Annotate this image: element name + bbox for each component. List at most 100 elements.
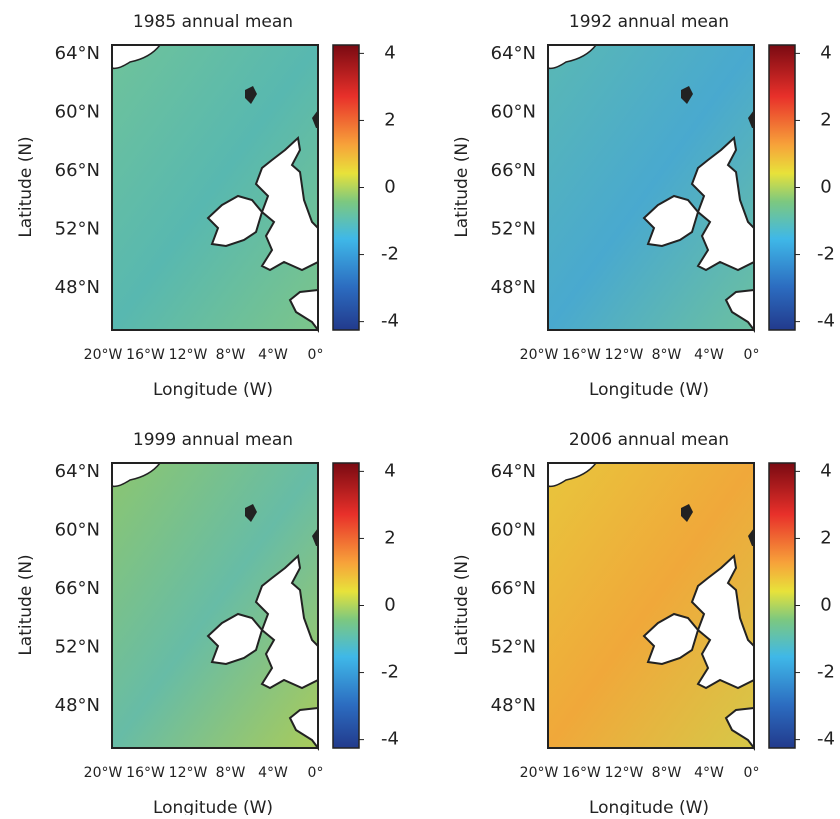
colorbar-tick-label: 4: [384, 460, 395, 481]
land: [111, 44, 162, 70]
lat-label: 64°N: [491, 43, 536, 64]
great-britain: [690, 136, 755, 272]
lat-label: 48°N: [491, 277, 536, 298]
lat-label: 64°N: [55, 461, 100, 482]
map-frame: [547, 462, 755, 749]
map-frame: [111, 44, 319, 331]
land: [547, 462, 598, 488]
land: [245, 504, 257, 522]
colorbar-tick-label: 4: [820, 42, 831, 63]
colorbar-tick-label: -2: [381, 244, 399, 265]
panel-title: 1992 annual mean: [569, 12, 729, 32]
colorbar-tick-label: -2: [817, 244, 835, 265]
land: [245, 86, 257, 104]
panel-title: 1985 annual mean: [133, 12, 293, 32]
lon-label: 16°W: [126, 765, 165, 781]
lat-label: 60°N: [491, 102, 536, 123]
colorbar: [768, 44, 796, 331]
lat-label: 60°N: [55, 102, 100, 123]
colorbar-tick-label: 0: [820, 177, 831, 198]
x-axis-label: Longitude (W): [589, 798, 709, 815]
great-britain: [254, 554, 319, 690]
land: [748, 528, 754, 546]
lon-label: 8°W: [652, 765, 682, 781]
lon-label: 8°W: [216, 347, 246, 363]
lon-label: 4°W: [258, 765, 288, 781]
colorbar-tick-label: 4: [384, 42, 395, 63]
ireland: [642, 612, 700, 666]
land: [312, 528, 318, 546]
lon-label: 8°W: [652, 347, 682, 363]
y-axis-label: Latitude (N): [16, 554, 36, 655]
colorbar-tick-label: -4: [381, 729, 399, 750]
map-panel: 2006 annual mean 64°N 60°N 66°N 52°N 48°N 20°W…: [452, 430, 835, 818]
lon-label: 20°W: [520, 347, 559, 363]
colorbar: [332, 44, 360, 331]
lon-label: 20°W: [84, 347, 123, 363]
x-axis-label: Longitude (W): [589, 380, 709, 400]
y-axis-label: Latitude (N): [452, 136, 472, 237]
map-panel: 1999 annual mean 64°N 60°N 66°N 52°N 48°N 20°W…: [16, 430, 399, 818]
colorbar-tick-label: -4: [817, 729, 835, 750]
colorbar-tick-label: 2: [384, 527, 395, 548]
lon-label: 12°W: [169, 347, 208, 363]
lon-label: 16°W: [126, 347, 165, 363]
lon-label: 12°W: [169, 765, 208, 781]
lat-label: 60°N: [491, 520, 536, 541]
lon-label: 16°W: [562, 347, 601, 363]
lat-label: 48°N: [55, 277, 100, 298]
lon-label: 4°W: [694, 347, 724, 363]
ireland: [642, 194, 700, 248]
map-frame: [547, 44, 755, 331]
lat-label: 64°N: [55, 43, 100, 64]
great-britain: [690, 554, 755, 690]
lat-label: 66°N: [491, 578, 536, 599]
land: [547, 44, 598, 70]
x-axis-label: Longitude (W): [153, 798, 273, 815]
colorbar-tick-label: 0: [384, 177, 395, 198]
map-panel: 1992 annual mean 64°N 60°N 66°N 52°N 48°N 20°W…: [452, 12, 835, 400]
land: [312, 110, 318, 128]
lat-label: 64°N: [491, 461, 536, 482]
lon-label: 20°W: [520, 765, 559, 781]
lon-label: 20°W: [84, 765, 123, 781]
lon-label: 16°W: [562, 765, 601, 781]
panel-title: 2006 annual mean: [569, 430, 729, 450]
land: [681, 86, 693, 104]
colorbar-tick-label: 2: [820, 109, 831, 130]
lat-label: 66°N: [55, 160, 100, 181]
land: [748, 110, 754, 128]
lat-label: 48°N: [55, 695, 100, 716]
ireland: [206, 194, 264, 248]
y-axis-label: Latitude (N): [16, 136, 36, 237]
colorbar: [332, 462, 360, 749]
lon-label: 0°: [308, 765, 324, 781]
lon-label: 12°W: [605, 347, 644, 363]
land: [111, 462, 162, 488]
lon-label: 0°: [308, 347, 324, 363]
lat-label: 66°N: [55, 578, 100, 599]
lon-label: 0°: [744, 765, 760, 781]
colorbar-tick-label: -4: [381, 311, 399, 332]
lon-label: 4°W: [694, 765, 724, 781]
lat-label: 52°N: [55, 637, 100, 658]
lat-label: 52°N: [55, 219, 100, 240]
colorbar-tick-label: 2: [384, 109, 395, 130]
y-axis-label: Latitude (N): [452, 554, 472, 655]
lon-label: 4°W: [258, 347, 288, 363]
colorbar-tick-label: 4: [820, 460, 831, 481]
colorbar-tick-label: 0: [384, 595, 395, 616]
land: [681, 504, 693, 522]
lat-label: 52°N: [491, 219, 536, 240]
colorbar-tick-label: 0: [820, 595, 831, 616]
colorbar-tick-label: -2: [817, 662, 835, 683]
colorbar-tick-label: 2: [820, 527, 831, 548]
map-frame: [111, 462, 319, 749]
lon-label: 0°: [744, 347, 760, 363]
lat-label: 52°N: [491, 637, 536, 658]
lon-label: 12°W: [605, 765, 644, 781]
lat-label: 48°N: [491, 695, 536, 716]
x-axis-label: Longitude (W): [153, 380, 273, 400]
lon-label: 8°W: [216, 765, 246, 781]
